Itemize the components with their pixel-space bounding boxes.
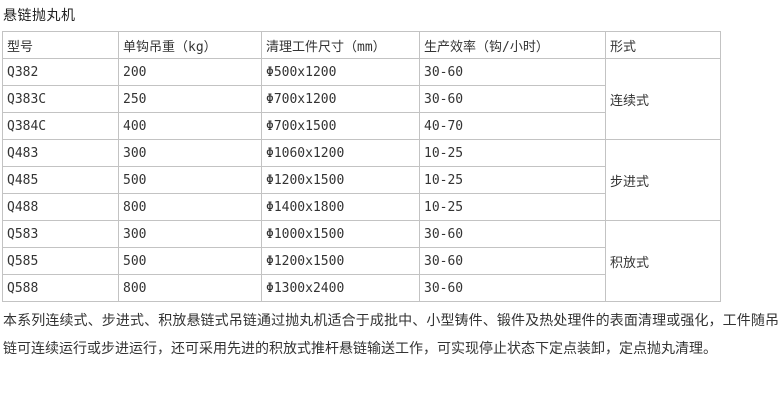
table-row: Q384C 400 Φ700x1500 40-70: [2, 112, 721, 140]
model-cell: Q488: [2, 193, 119, 221]
page: 悬链抛丸机 型号 单钩吊重（kg） 清理工件尺寸（mm） 生产效率（钩/小时） …: [2, 8, 778, 357]
table-row: Q588 800 Φ1300x2400 30-60: [2, 274, 721, 302]
form-cell: 步进式: [605, 139, 721, 221]
table-row: Q585 500 Φ1200x1500 30-60: [2, 247, 721, 275]
size-cell: Φ1060x1200: [261, 139, 420, 167]
efficiency-cell: 30-60: [419, 85, 606, 113]
size-cell: Φ700x1500: [261, 112, 420, 140]
spec-table: 型号 单钩吊重（kg） 清理工件尺寸（mm） 生产效率（钩/小时） 形式 Q38…: [2, 31, 721, 302]
column-header-size: 清理工件尺寸（mm）: [261, 31, 420, 59]
table-row: Q488 800 Φ1400x1800 10-25: [2, 193, 721, 221]
column-header-load: 单钩吊重（kg）: [118, 31, 262, 59]
table-header-row: 型号 单钩吊重（kg） 清理工件尺寸（mm） 生产效率（钩/小时） 形式: [2, 31, 721, 59]
load-cell: 200: [118, 58, 262, 86]
load-cell: 800: [118, 274, 262, 302]
page-title: 悬链抛丸机: [3, 8, 76, 24]
efficiency-cell: 30-60: [419, 58, 606, 86]
model-cell: Q382: [2, 58, 119, 86]
model-cell: Q588: [2, 274, 119, 302]
efficiency-cell: 30-60: [419, 247, 606, 275]
load-cell: 400: [118, 112, 262, 140]
load-cell: 250: [118, 85, 262, 113]
size-cell: Φ1300x2400: [261, 274, 420, 302]
form-cell: 积放式: [605, 220, 721, 302]
size-cell: Φ500x1200: [261, 58, 420, 86]
table-row: Q383C 250 Φ700x1200 30-60: [2, 85, 721, 113]
column-header-form: 形式: [605, 31, 721, 59]
model-cell: Q384C: [2, 112, 119, 140]
efficiency-cell: 10-25: [419, 193, 606, 221]
description-paragraph: 本系列连续式、步进式、积放悬链式吊链通过抛丸机适合于成批中、小型铸件、锻件及热处…: [3, 313, 778, 357]
size-cell: Φ1200x1500: [261, 247, 420, 275]
load-cell: 300: [118, 220, 262, 248]
load-cell: 800: [118, 193, 262, 221]
form-cell: 连续式: [605, 58, 721, 140]
load-cell: 500: [118, 166, 262, 194]
load-cell: 300: [118, 139, 262, 167]
efficiency-cell: 40-70: [419, 112, 606, 140]
table-row: Q382 200 Φ500x1200 30-60 连续式: [2, 58, 721, 140]
model-cell: Q483: [2, 139, 119, 167]
size-cell: Φ1200x1500: [261, 166, 420, 194]
table-row: Q583 300 Φ1000x1500 30-60 积放式: [2, 220, 721, 302]
column-header-model: 型号: [2, 31, 119, 59]
efficiency-cell: 10-25: [419, 139, 606, 167]
load-cell: 500: [118, 247, 262, 275]
efficiency-cell: 30-60: [419, 220, 606, 248]
size-cell: Φ1000x1500: [261, 220, 420, 248]
model-cell: Q485: [2, 166, 119, 194]
efficiency-cell: 10-25: [419, 166, 606, 194]
column-header-efficiency: 生产效率（钩/小时）: [419, 31, 606, 59]
efficiency-cell: 30-60: [419, 274, 606, 302]
table-row: Q483 300 Φ1060x1200 10-25 步进式: [2, 139, 721, 221]
model-cell: Q583: [2, 220, 119, 248]
size-cell: Φ1400x1800: [261, 193, 420, 221]
model-cell: Q383C: [2, 85, 119, 113]
size-cell: Φ700x1200: [261, 85, 420, 113]
model-cell: Q585: [2, 247, 119, 275]
table-row: Q485 500 Φ1200x1500 10-25: [2, 166, 721, 194]
